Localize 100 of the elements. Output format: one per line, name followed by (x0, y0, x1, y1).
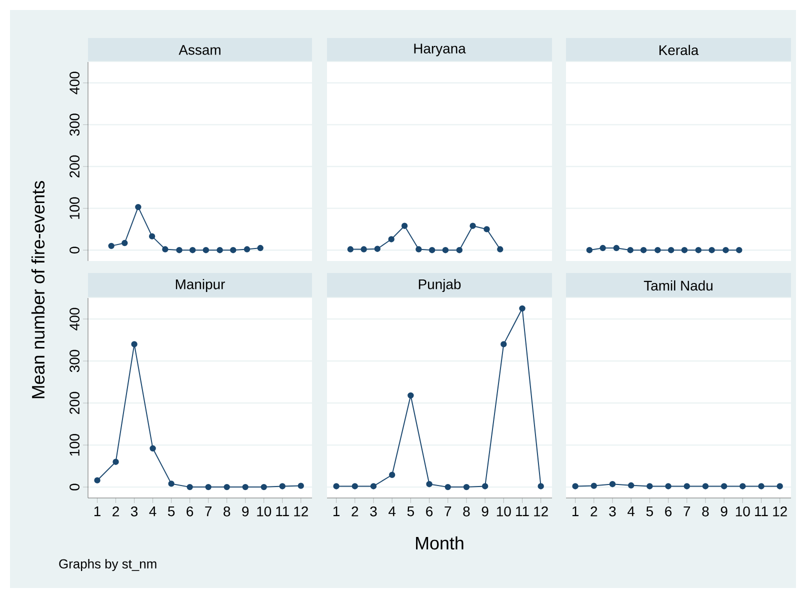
point (298, 482, 304, 489)
point (108, 242, 114, 250)
x-tick-label: 10 (736, 506, 750, 516)
chart-title: Haryana (414, 44, 466, 56)
x-tick-label: 11 (276, 506, 289, 516)
point (352, 483, 358, 490)
chart-title: Kerala (659, 44, 699, 56)
y-tick-label: 200 (70, 155, 80, 178)
y-axis-title: Mean number of fire-events (31, 181, 45, 398)
x-tick-label: 12 (294, 506, 308, 516)
point (519, 305, 526, 312)
y-tick-label: 100 (70, 197, 80, 219)
x-tick-label: 11 (755, 506, 768, 516)
chart-title: Assam (178, 45, 220, 55)
x-tick-label: 8 (702, 506, 709, 516)
point (260, 484, 267, 490)
point (168, 480, 174, 487)
point (333, 483, 340, 490)
x-tick-label: 2 (112, 506, 119, 516)
x-tick-label: 8 (224, 506, 230, 516)
point (135, 204, 142, 210)
point (426, 481, 432, 488)
x-tick-label: 7 (205, 506, 212, 516)
point (150, 445, 156, 452)
point (279, 483, 286, 490)
x-axis-title: Month (416, 536, 464, 550)
x-tick-label: 2 (352, 506, 358, 516)
x-tick-label: 12 (534, 506, 548, 516)
x-tick-label: 6 (186, 506, 194, 516)
x-tick-label: 9 (242, 506, 249, 516)
point (162, 246, 168, 252)
point (257, 244, 264, 252)
point (112, 458, 119, 465)
point (190, 247, 196, 254)
y-tick-label: 0 (70, 484, 80, 490)
x-tick-label: 5 (646, 506, 653, 516)
x-tick-label: 9 (720, 506, 728, 516)
x-tick-label: 7 (684, 506, 690, 516)
point (374, 246, 380, 252)
point (463, 484, 470, 490)
x-tick-label: 1 (333, 506, 340, 516)
point (401, 222, 408, 229)
point (131, 341, 138, 348)
point (470, 222, 476, 229)
point (202, 247, 210, 254)
x-tick-label: 1 (94, 506, 100, 516)
point (444, 484, 451, 490)
point (148, 233, 156, 240)
chart-title: Tamil Nadu (644, 280, 712, 291)
y-tick-label: 400 (70, 308, 80, 330)
point (484, 226, 490, 232)
x-tick-label: 5 (407, 506, 414, 516)
point (482, 483, 488, 490)
y-tick-label: 100 (70, 434, 80, 456)
point (242, 484, 248, 490)
x-tick-label: 11 (516, 506, 529, 516)
point (205, 484, 212, 490)
x-tick-label: 8 (463, 506, 470, 516)
chart-title: Punjab (418, 278, 461, 292)
point (94, 477, 100, 484)
x-tick-label: 3 (609, 506, 616, 516)
point (388, 472, 396, 478)
point (456, 247, 463, 254)
point (408, 392, 414, 399)
x-tick-label: 5 (168, 506, 175, 516)
x-tick-label: 12 (773, 506, 787, 516)
chart-title: Manipur (176, 278, 225, 292)
point (388, 236, 394, 242)
point (230, 247, 236, 254)
point (186, 484, 193, 490)
point (500, 341, 507, 348)
point (176, 247, 182, 254)
x-tick-label: 3 (370, 506, 377, 516)
x-tick-label: 10 (496, 506, 511, 516)
point (347, 246, 354, 252)
point (216, 247, 223, 254)
point (497, 246, 504, 252)
y-tick-label: 400 (70, 72, 80, 94)
text: Graphs by st_nm (59, 558, 156, 572)
y-tick-label: 200 (70, 392, 80, 414)
point (370, 483, 377, 490)
x-tick-label: 10 (257, 506, 272, 516)
y-tick-label: 300 (70, 114, 80, 136)
point (224, 484, 230, 490)
point (244, 246, 250, 252)
point (360, 246, 367, 252)
point (416, 246, 422, 252)
x-tick-label: 1 (572, 506, 579, 516)
y-tick-label: 0 (70, 246, 80, 254)
x-tick-label: 7 (444, 506, 452, 516)
point (442, 247, 449, 254)
x-tick-label: 9 (482, 506, 488, 516)
x-tick-label: 6 (665, 506, 672, 516)
point (122, 240, 128, 246)
y-tick-label: 300 (70, 350, 80, 372)
x-tick-label: 3 (130, 506, 138, 516)
point (538, 483, 544, 490)
x-tick-label: 6 (426, 506, 433, 516)
x-tick-label: 4 (628, 506, 635, 516)
point (428, 247, 436, 254)
